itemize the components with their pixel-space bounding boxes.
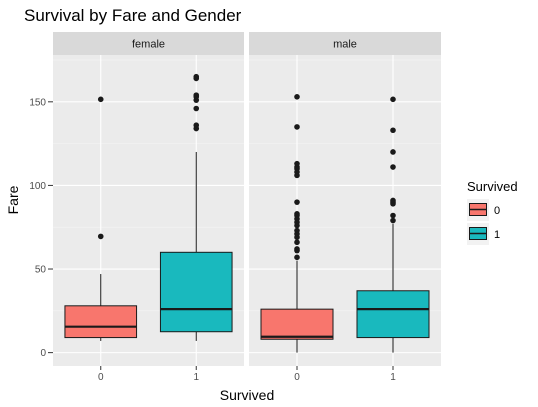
outlier-point [294, 246, 300, 252]
outlier-point [390, 217, 396, 224]
box-male-0 [260, 94, 334, 353]
outlier-point [97, 96, 104, 103]
outlier-point [390, 164, 396, 170]
box-male-1 [356, 96, 430, 353]
x-tick-label: 0 [98, 372, 104, 383]
facet-strip [249, 32, 441, 55]
legend-title: Survived [467, 179, 518, 194]
facet-panel-male: male 0 1 [249, 32, 441, 383]
legend-label-0: 0 [494, 205, 500, 217]
legend: Survived 0 1 [467, 179, 518, 245]
facet-strip-label: male [333, 39, 357, 51]
outlier-point [390, 197, 396, 204]
y-tick-label: 100 [29, 181, 46, 192]
x-tick-label: 1 [390, 372, 396, 383]
outlier-point [294, 227, 300, 234]
box-iqr [356, 290, 430, 339]
outlier-point [294, 94, 300, 100]
box-iqr [159, 251, 233, 333]
outlier-point [390, 149, 396, 155]
x-tick-label: 1 [193, 372, 199, 383]
chart-title: Survival by Fare and Gender [24, 6, 242, 25]
box-female-1 [159, 73, 233, 341]
outlier-point [294, 239, 300, 246]
y-tick-label: 0 [40, 348, 46, 359]
facet-strip [53, 32, 244, 55]
box-female-0 [64, 96, 138, 341]
outlier-point [294, 199, 300, 205]
outlier-point [193, 73, 200, 80]
facet-strip-label: female [132, 39, 165, 51]
outlier-point [294, 211, 300, 217]
outlier-point [294, 254, 300, 261]
outlier-point [294, 160, 300, 167]
x-axis-title: Survived [220, 387, 274, 403]
facet-panel-female: female 0 1 [53, 32, 244, 383]
box-iqr [260, 308, 334, 340]
outlier-point [390, 212, 396, 219]
box-iqr [64, 305, 138, 339]
outlier-point [193, 92, 200, 98]
legend-label-1: 1 [494, 229, 500, 241]
outlier-point [390, 96, 396, 103]
x-tick-label: 0 [294, 372, 300, 383]
y-axis-title: Fare [5, 185, 21, 214]
plot-area: 0 50 100 150 female 0 1 male 0 1 [29, 32, 441, 383]
outlier-point [193, 105, 200, 112]
outlier-point [97, 233, 104, 240]
outlier-point [193, 122, 200, 129]
outlier-point [294, 124, 300, 130]
y-tick-label: 50 [35, 265, 47, 276]
outlier-point [390, 127, 396, 134]
y-tick-label: 150 [29, 97, 46, 108]
